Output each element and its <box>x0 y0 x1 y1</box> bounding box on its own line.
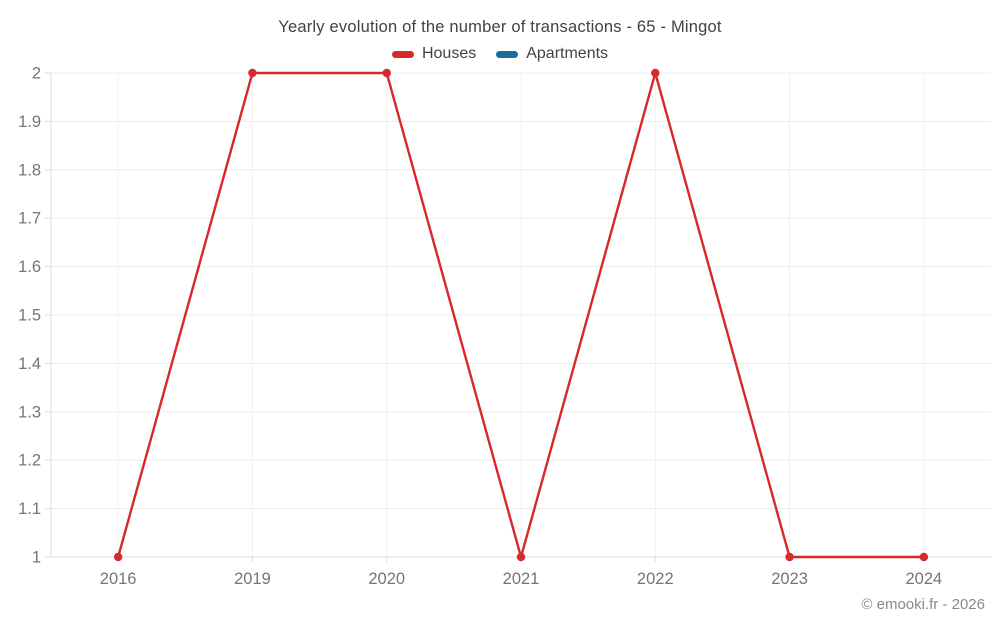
legend: Houses Apartments <box>0 45 1000 63</box>
x-tick-label: 2022 <box>637 570 674 588</box>
y-tick-label: 1.6 <box>18 258 41 276</box>
y-tick-label: 1.9 <box>18 113 41 131</box>
y-tick-label: 1.4 <box>18 355 41 373</box>
x-tick-label: 2021 <box>503 570 540 588</box>
data-point[interactable] <box>382 68 391 78</box>
x-tick-label: 2023 <box>771 570 808 588</box>
data-point[interactable] <box>516 552 526 562</box>
data-point[interactable] <box>113 552 123 562</box>
y-tick-label: 1.2 <box>18 452 41 470</box>
data-point[interactable] <box>919 552 929 562</box>
chart-title: Yearly evolution of the number of transa… <box>278 18 722 36</box>
x-tick-label: 2016 <box>100 570 137 588</box>
data-point[interactable] <box>248 68 257 78</box>
y-tick-label: 2 <box>32 65 41 83</box>
legend-item-houses[interactable]: Houses <box>391 45 477 63</box>
legend-label-houses: Houses <box>421 45 477 62</box>
y-tick-label: 1.7 <box>18 210 41 228</box>
houses-series-swatch-icon <box>391 50 414 58</box>
x-tick-label: 2019 <box>234 570 271 588</box>
y-tick-label: 1.5 <box>18 307 41 325</box>
copyright-watermark: © emooki.fr - 2026 <box>861 596 985 613</box>
legend-label-apartments: Apartments <box>526 45 609 62</box>
x-tick-label: 2024 <box>905 570 942 588</box>
x-tick-label: 2020 <box>368 570 405 588</box>
apartments-series-swatch-icon <box>496 50 519 58</box>
data-point[interactable] <box>651 68 660 78</box>
data-point[interactable] <box>785 552 794 562</box>
y-tick-label: 1.3 <box>18 403 41 421</box>
legend-item-apartments[interactable]: Apartments <box>496 45 608 63</box>
y-tick-label: 1.8 <box>18 161 41 179</box>
y-tick-label: 1 <box>32 549 41 567</box>
y-tick-label: 1.1 <box>18 500 41 518</box>
